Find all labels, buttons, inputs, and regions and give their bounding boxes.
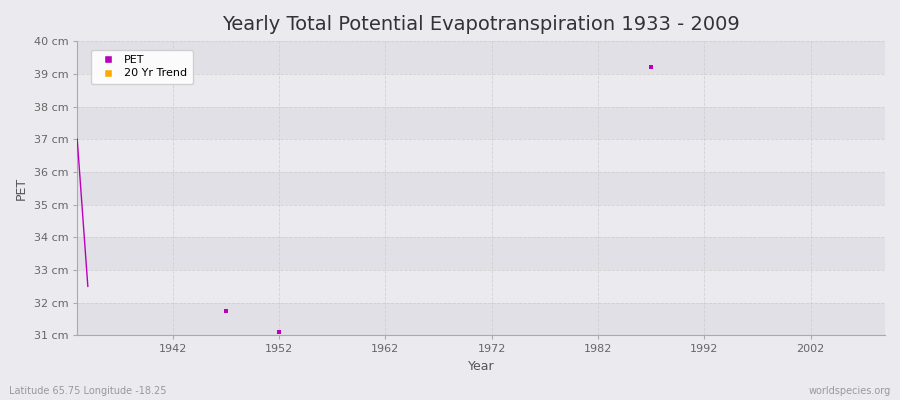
Y-axis label: PET: PET: [15, 177, 28, 200]
Bar: [77, 106, 885, 139]
Legend: PET, 20 Yr Trend: PET, 20 Yr Trend: [91, 50, 193, 84]
Point: [644, 64, 659, 70]
Bar: [77, 41, 885, 74]
Point: [219, 308, 233, 314]
Bar: [77, 74, 885, 106]
Text: Latitude 65.75 Longitude -18.25: Latitude 65.75 Longitude -18.25: [9, 386, 166, 396]
Point: [272, 329, 286, 335]
Bar: [77, 303, 885, 336]
Bar: [77, 205, 885, 237]
Bar: [77, 270, 885, 303]
Bar: [77, 139, 885, 172]
Bar: [77, 237, 885, 270]
Bar: [77, 172, 885, 205]
Text: worldspecies.org: worldspecies.org: [809, 386, 891, 396]
Title: Yearly Total Potential Evapotranspiration 1933 - 2009: Yearly Total Potential Evapotranspiratio…: [222, 15, 740, 34]
X-axis label: Year: Year: [468, 360, 494, 373]
